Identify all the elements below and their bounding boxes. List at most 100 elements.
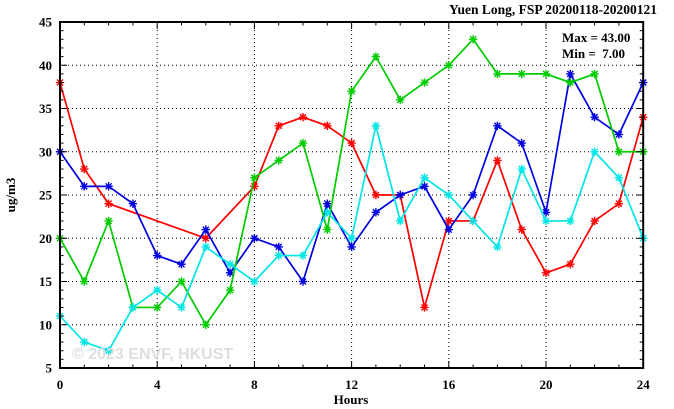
data-point-marker — [614, 147, 624, 156]
data-point-marker — [274, 251, 283, 260]
data-point-marker — [517, 225, 526, 234]
grid-lines — [60, 22, 644, 368]
data-point-marker — [80, 337, 89, 347]
x-tick-label: 16 — [442, 377, 456, 392]
data-point-marker — [323, 225, 332, 234]
data-point-marker — [396, 216, 405, 226]
min-annotation: Min = 7.00 — [562, 46, 625, 61]
y-tick-label: 45 — [39, 15, 53, 30]
data-point-marker — [104, 199, 113, 208]
data-point-marker — [396, 95, 405, 105]
x-tick-label: 4 — [154, 377, 161, 392]
data-point-marker — [517, 69, 526, 79]
data-point-marker — [153, 303, 162, 312]
data-point-marker — [177, 303, 186, 312]
data-point-marker — [177, 260, 186, 269]
data-point-marker — [444, 190, 453, 200]
data-point-marker — [201, 234, 210, 243]
data-point-marker — [493, 242, 502, 252]
data-point-marker — [274, 242, 283, 252]
data-point-marker — [225, 268, 235, 278]
data-point-marker — [298, 251, 308, 260]
data-point-marker — [347, 138, 356, 148]
data-point-marker — [420, 78, 429, 87]
data-point-marker — [566, 260, 575, 269]
data-point-marker — [444, 61, 453, 70]
data-point-marker — [225, 285, 235, 295]
data-point-marker — [468, 35, 478, 44]
data-point-marker — [153, 251, 162, 260]
data-point-marker — [250, 173, 259, 182]
data-point-marker — [104, 346, 113, 355]
data-point-marker — [250, 277, 259, 286]
data-point-marker — [201, 242, 210, 252]
data-point-marker — [590, 112, 599, 122]
y-tick-label: 15 — [39, 274, 53, 289]
data-point-marker — [298, 277, 308, 286]
data-point-marker — [566, 78, 575, 87]
data-point-marker — [80, 277, 89, 286]
watermark: © 2023 ENVF, HKUST — [72, 346, 233, 363]
y-tick-label: 40 — [39, 58, 52, 73]
data-point-marker — [468, 190, 478, 200]
y-tick-label: 20 — [39, 231, 52, 246]
data-series — [55, 35, 648, 355]
axis-ticks — [59, 21, 644, 369]
data-point-marker — [493, 156, 502, 165]
data-point-marker — [420, 173, 429, 182]
data-point-marker — [541, 268, 551, 278]
series-day-2-blue — [55, 69, 648, 286]
tick-labels: 0 4 8 12 16 20 24 5 10 15 20 25 30 35 40 45 — [39, 15, 650, 393]
data-point-marker — [614, 130, 624, 139]
data-point-marker — [444, 225, 453, 234]
y-tick-label: 25 — [39, 188, 53, 203]
data-point-marker — [590, 69, 599, 79]
x-tick-label: 12 — [345, 377, 358, 392]
data-point-marker — [250, 234, 259, 243]
data-point-marker — [541, 208, 551, 217]
data-point-marker — [80, 164, 89, 174]
data-point-marker — [541, 216, 551, 226]
max-annotation: Max = 43.00 — [562, 30, 630, 45]
data-point-marker — [614, 173, 624, 182]
data-point-marker — [493, 121, 502, 130]
data-point-marker — [566, 216, 575, 226]
y-tick-label: 35 — [39, 101, 53, 116]
data-point-marker — [371, 208, 381, 217]
data-point-marker — [590, 147, 599, 156]
data-point-marker — [566, 69, 575, 79]
data-point-marker — [420, 303, 429, 312]
data-point-marker — [298, 112, 308, 122]
chart-title: Yuen Long, FSP 20200118-20200121 — [449, 2, 657, 17]
data-point-marker — [444, 216, 453, 226]
series-day-3-green — [55, 35, 648, 329]
data-point-marker — [493, 69, 502, 79]
data-point-marker — [201, 225, 210, 234]
data-point-marker — [225, 260, 235, 269]
data-point-marker — [590, 216, 599, 226]
data-point-marker — [201, 320, 210, 329]
data-point-marker — [323, 199, 332, 208]
data-point-marker — [517, 138, 526, 148]
data-point-marker — [128, 199, 138, 208]
data-point-marker — [274, 121, 283, 130]
data-point-marker — [468, 216, 478, 226]
data-point-marker — [371, 52, 381, 61]
data-point-marker — [104, 182, 113, 191]
data-point-marker — [371, 121, 381, 130]
data-point-marker — [153, 285, 162, 295]
data-point-marker — [541, 69, 551, 79]
data-point-marker — [420, 182, 429, 191]
y-tick-label: 30 — [39, 144, 52, 159]
data-point-marker — [128, 303, 138, 312]
data-point-marker — [250, 182, 259, 191]
data-point-marker — [347, 242, 356, 252]
x-tick-label: 8 — [251, 377, 258, 392]
data-point-marker — [347, 234, 356, 243]
data-point-marker — [177, 277, 186, 286]
data-point-marker — [298, 138, 308, 148]
data-point-marker — [371, 190, 381, 200]
data-point-marker — [614, 199, 624, 208]
data-point-marker — [517, 164, 526, 174]
